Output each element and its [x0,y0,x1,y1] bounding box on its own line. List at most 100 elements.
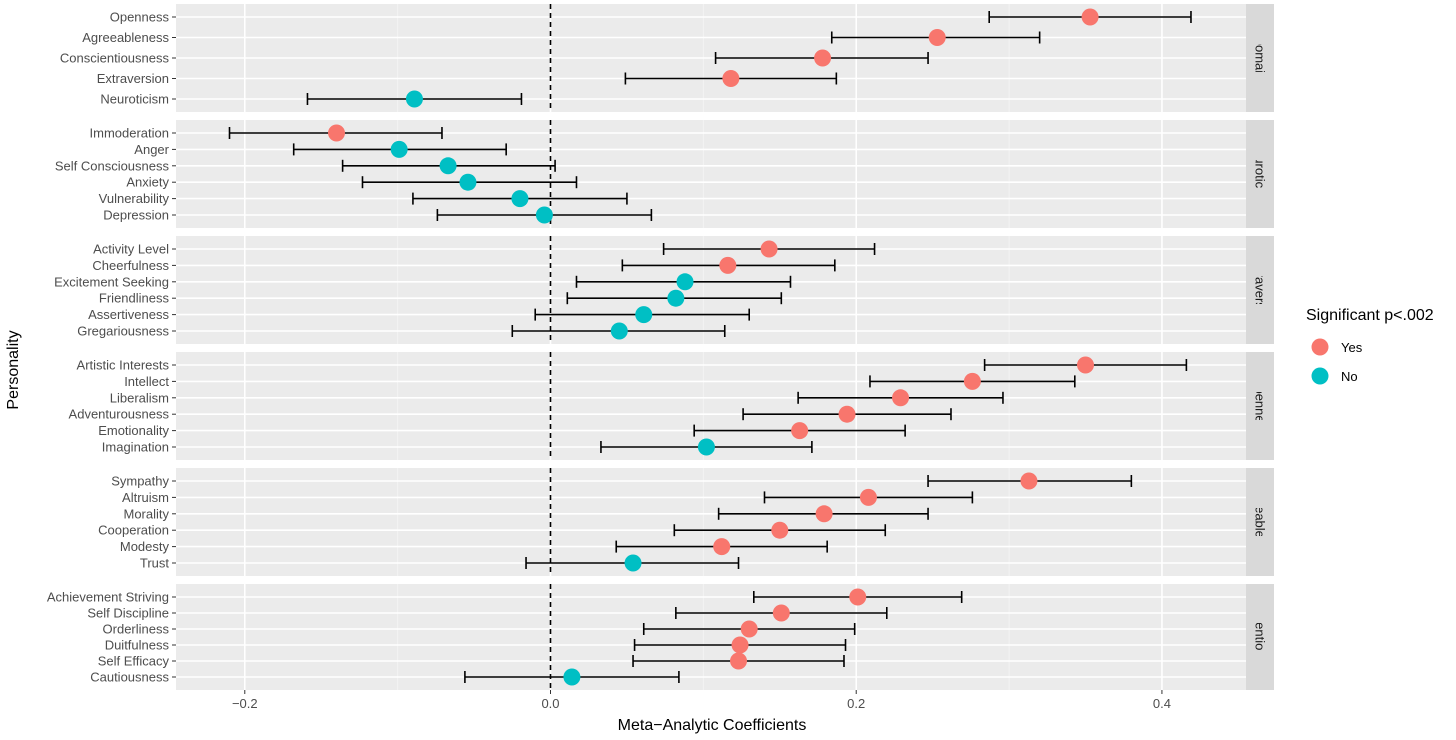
legend-no-swatch [1311,367,1329,385]
y-tick-label: Gregariousness [77,324,169,339]
x-tick-label: 0.0 [541,696,559,711]
point-estimate [667,289,685,307]
y-tick-label: Intellect [124,374,169,389]
y-tick-label: Cooperation [98,523,169,538]
point-estimate [849,588,867,606]
point-estimate [1020,472,1038,490]
y-tick-label: Orderliness [103,622,170,637]
panel-background [176,468,1246,576]
y-tick-label: Self Efficacy [98,654,170,669]
point-estimate [838,405,856,423]
point-estimate [740,620,758,638]
y-tick-label: Agreeableness [82,30,169,45]
facet-strip-label: Agreeableness [1253,479,1268,566]
facet-strip-label: Domain [1253,36,1268,81]
y-tick-label: Morality [123,506,169,521]
y-tick-label: Altruism [122,490,169,505]
y-tick-label: Conscientiousness [60,51,170,66]
point-estimate [815,505,833,523]
point-estimate [713,538,731,556]
point-estimate [722,70,740,87]
point-estimate [405,90,423,108]
facet-strip [1246,352,1274,460]
y-tick-label: Achievement Striving [47,590,169,605]
point-estimate [772,604,790,622]
y-tick-label: Sympathy [111,474,169,489]
y-tick-label: Duitfulness [105,638,170,653]
point-estimate [439,157,457,175]
point-estimate [719,256,737,274]
x-tick-label: −0.2 [232,696,258,711]
y-tick-label: Activity Level [93,242,169,257]
point-estimate [1077,356,1094,374]
panel-background [176,236,1246,344]
point-estimate [676,273,694,291]
point-estimate [535,206,553,224]
x-tick-label: 0.4 [1153,696,1171,711]
point-estimate [892,389,910,407]
panel-background [176,120,1246,228]
y-tick-label: Anger [134,142,169,157]
legend-yes-label: Yes [1341,340,1363,355]
point-estimate [511,190,529,208]
point-estimate [760,240,778,258]
facet-strip [1246,236,1274,344]
facet-strip-label: Conscientiousness [1253,582,1268,692]
y-tick-label: Self Consciousness [55,158,170,173]
y-tick-label: Excitement Seeking [54,274,169,289]
y-axis-title: Personality [5,330,22,409]
point-estimate [610,322,628,340]
y-tick-label: Openness [110,10,170,25]
y-tick-label: Assertiveness [88,307,169,322]
y-tick-label: Neuroticism [100,92,169,107]
x-tick-label: 0.2 [847,696,865,711]
facet-strip-label: Openness [1253,376,1268,436]
legend-title: Significant p<.002 [1306,307,1434,324]
facet-panels: Openness Agreeableness Conscientiousness Ex… [47,4,1274,692]
facet-strip [1246,120,1274,228]
point-estimate [791,422,809,440]
point-estimate [771,521,789,539]
legend: Significant p<.002 Yes No [1306,307,1434,385]
facet-strip [1246,4,1274,112]
y-tick-label: Cautiousness [90,670,169,685]
point-estimate [328,124,345,142]
point-estimate [635,306,653,324]
y-tick-label: Immoderation [90,126,169,141]
x-axis-title: Meta−Analytic Coefficients [618,717,807,734]
y-tick-label: Emotionality [98,423,169,438]
point-estimate [730,652,748,670]
point-estimate [697,438,715,456]
point-estimate [1081,8,1099,26]
point-estimate [731,636,749,654]
point-estimate [859,488,877,506]
point-estimate [624,554,642,572]
point-estimate [814,49,832,67]
y-tick-label: Modesty [120,539,170,554]
facet-strip-label: Extraversion [1253,254,1268,326]
point-estimate [390,140,408,158]
facet-strip [1246,468,1274,576]
x-axis: −0.2 0.0 0.2 0.4 [232,690,1171,711]
y-tick-label: Extraversion [97,71,169,86]
y-tick-label: Liberalism [110,390,169,405]
legend-no-label: No [1341,369,1358,384]
y-tick-label: Adventurousness [69,407,170,422]
panel-background [176,584,1246,690]
y-tick-label: Anxiety [126,175,169,190]
point-estimate [459,173,477,191]
y-tick-label: Imagination [102,440,169,455]
facet-panel-domain: Openness Agreeableness Conscientiousness Ex… [60,4,1274,112]
y-tick-label: Depression [103,208,169,223]
point-estimate [963,372,981,390]
point-estimate [563,668,581,686]
y-tick-label: Self Discipline [87,606,169,621]
y-tick-label: Trust [140,556,170,571]
facet-strip [1246,584,1274,690]
